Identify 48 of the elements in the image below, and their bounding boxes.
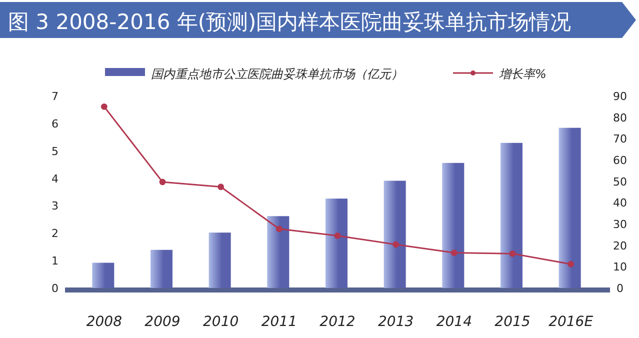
x-tick-label: 2015: [494, 314, 530, 330]
x-tick-label: 2011: [261, 314, 297, 330]
point: [218, 184, 224, 190]
point: [159, 178, 166, 186]
point: [392, 241, 400, 248]
x-tick-label: 2010: [203, 314, 239, 330]
bar: [267, 216, 290, 288]
y2-tick-label: 20: [613, 239, 627, 252]
bar: [92, 262, 114, 288]
y-tick-label: 5: [52, 144, 58, 158]
y2-tick-label: 10: [613, 260, 627, 274]
y2-tick-label: 60: [613, 154, 627, 167]
y2-tick-label: 40: [613, 196, 627, 210]
bar: [150, 250, 172, 288]
x-tick-label: 2014: [436, 314, 472, 330]
point: [334, 232, 341, 239]
y-tick-label: 0: [52, 282, 58, 295]
y2-tick-label: 90: [613, 90, 627, 103]
bar: [558, 128, 581, 288]
y2-tick-label: 50: [613, 175, 627, 188]
point: [450, 250, 458, 256]
chart-title: 图 3 2008-2016 年(预测)国内样本医院曲妥珠单抗市场情况: [8, 10, 572, 34]
bar: [326, 198, 348, 288]
y-tick-label: 3: [52, 200, 58, 213]
x-tick-label: 2013: [378, 314, 414, 330]
y-tick-label: 1: [52, 254, 58, 268]
y2-tick-label: 80: [613, 111, 627, 124]
point: [276, 226, 282, 232]
x-tick-label: 2008: [86, 314, 122, 330]
y-tick-label: 2: [52, 227, 58, 240]
x-tick-label: 2016E: [548, 314, 594, 330]
bar: [208, 232, 231, 288]
y-tick-label: 6: [52, 117, 58, 130]
y-tick-label: 7: [52, 90, 58, 103]
legend-label: 国内重点地市公立医院曲妥珠单抗市场（亿元）: [151, 67, 403, 81]
y2-tick-label: 70: [613, 132, 627, 146]
x-tick-label: 2009: [144, 314, 180, 330]
bar: [384, 180, 406, 288]
x-tick-label: 2012: [320, 314, 356, 330]
point: [568, 260, 574, 268]
y-tick-label: 4: [52, 172, 58, 186]
y2-tick-label: 0: [616, 282, 624, 295]
point: [100, 103, 108, 110]
bar: [500, 142, 522, 288]
legend-label: 增长率%: [499, 67, 546, 81]
bar: [442, 162, 464, 288]
point: [509, 250, 516, 257]
y2-tick-label: 30: [613, 218, 627, 231]
